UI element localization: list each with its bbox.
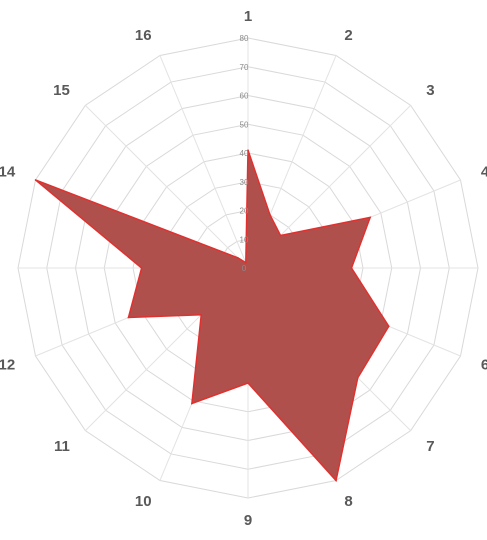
tick-label-0: 0 — [242, 264, 247, 273]
data-point-11 — [200, 313, 203, 316]
series-area-0 — [35, 149, 390, 483]
tick-label-10: 10 — [240, 235, 249, 244]
data-point-16 — [244, 261, 247, 264]
category-label-4: 4 — [481, 164, 487, 181]
data-point-4 — [369, 216, 371, 219]
category-label-14: 14 — [0, 164, 16, 181]
category-label-7: 7 — [426, 438, 434, 455]
data-point-9 — [247, 382, 249, 384]
data-point-12 — [127, 316, 130, 319]
tick-label-80: 80 — [240, 34, 249, 43]
series-layer — [34, 149, 390, 483]
category-label-10: 10 — [135, 493, 152, 510]
category-label-16: 16 — [135, 27, 152, 44]
category-label-6: 6 — [481, 356, 487, 373]
data-point-13 — [140, 267, 143, 269]
tick-label-40: 40 — [240, 149, 249, 158]
category-label-12: 12 — [0, 356, 15, 373]
tick-label-70: 70 — [240, 63, 249, 72]
category-label-layer: 12345678910111213141516 — [0, 8, 487, 529]
data-point-3 — [279, 234, 282, 237]
data-point-6 — [387, 325, 390, 328]
data-point-7 — [356, 376, 359, 379]
data-point-15 — [237, 257, 239, 259]
data-point-2 — [269, 214, 271, 216]
category-label-3: 3 — [426, 82, 434, 99]
data-point-8 — [335, 479, 337, 482]
tick-label-20: 20 — [240, 207, 249, 216]
category-label-9: 9 — [244, 512, 252, 529]
data-point-1 — [247, 149, 249, 151]
category-label-8: 8 — [344, 493, 352, 510]
category-label-2: 2 — [344, 27, 352, 44]
category-label-15: 15 — [53, 82, 70, 99]
category-label-1: 1 — [244, 8, 252, 25]
data-point-10 — [191, 402, 193, 405]
data-point-14 — [34, 179, 37, 181]
category-label-11: 11 — [54, 438, 70, 455]
spoke-16 — [159, 55, 249, 269]
tick-label-30: 30 — [240, 178, 249, 187]
spoke-15 — [85, 105, 249, 269]
data-point-5 — [350, 267, 353, 269]
tick-label-60: 60 — [240, 92, 249, 101]
tick-label-layer: 0 10 20 30 40 50 60 70 80 — [240, 34, 249, 273]
tick-label-50: 50 — [240, 120, 249, 129]
